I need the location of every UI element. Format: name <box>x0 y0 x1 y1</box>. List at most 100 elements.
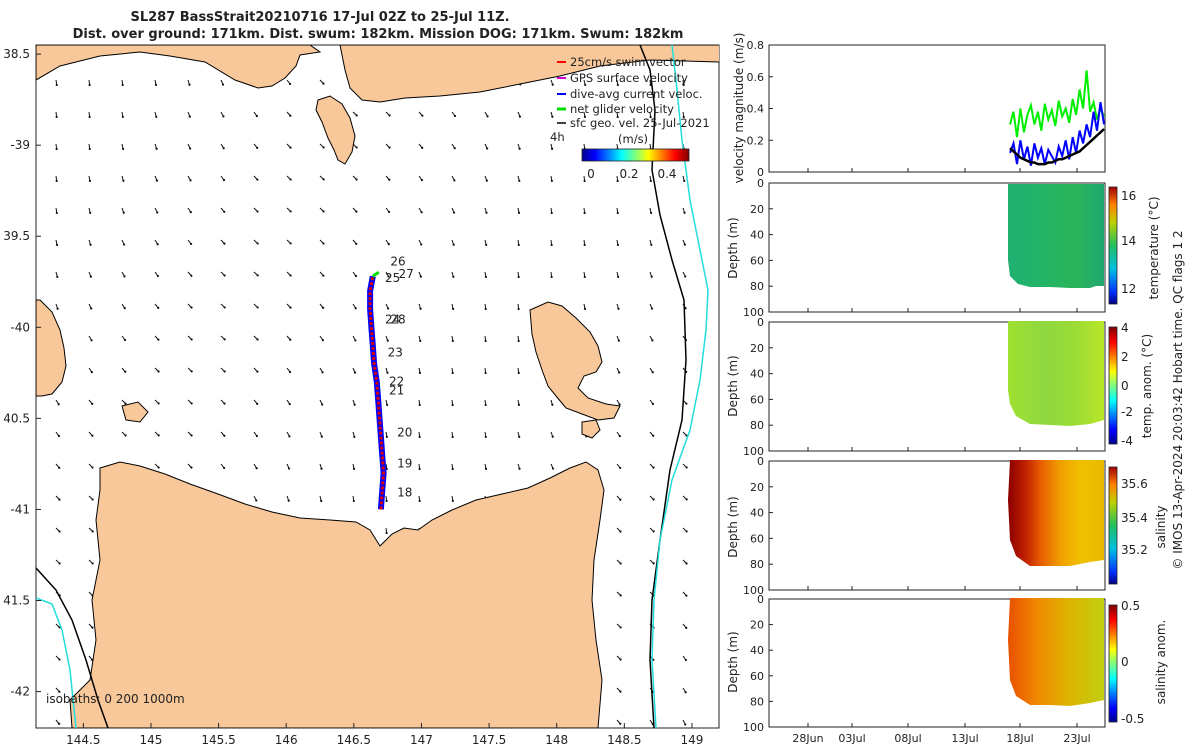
velocity-vector-head <box>288 403 291 406</box>
colorbar-4h-label: 4h <box>550 130 565 144</box>
velocity-vector-head <box>355 114 358 117</box>
velocity-vector-head <box>190 466 193 469</box>
legend-label-dive: dive-avg current veloc. <box>570 87 703 101</box>
velocity-vector-head <box>682 115 685 119</box>
velocity-vector-head <box>353 403 356 406</box>
map-x-tick-label: 148.5 <box>607 733 641 747</box>
velocity-vector-head <box>89 211 92 214</box>
velocity-vector-head <box>256 338 259 341</box>
velocity-vector-head <box>353 435 356 438</box>
land-wilsons-promontory <box>315 95 356 165</box>
velocity-vector-head <box>155 179 159 182</box>
velocity-vector-head <box>550 275 553 279</box>
isobath-200m-sw <box>36 597 77 728</box>
track-day-label: 24 <box>385 313 400 327</box>
tanom-cbar-tick-1: 2 <box>1121 350 1129 364</box>
salinity-cbar-label: salinity <box>1154 505 1168 548</box>
velocity-vector-head <box>420 211 423 214</box>
velocity-vector-head <box>517 211 521 214</box>
velocity-vector-head <box>650 243 653 246</box>
velocity-vector-head <box>58 658 61 661</box>
velocity-vector-head <box>353 371 357 374</box>
velocity-vector-head <box>387 307 390 310</box>
velocity-vector-head <box>484 307 487 311</box>
velocity-vector-head <box>583 243 586 247</box>
speed-colorbar-tick-2: 0.4 <box>657 167 676 181</box>
velocity-vector-head <box>618 435 621 438</box>
map-x-tick-label: 144.5 <box>66 733 100 747</box>
velocity-vector-head <box>322 146 325 149</box>
map-y-tick-label: 40.5 <box>3 411 30 425</box>
velocity-vector-head <box>91 466 94 469</box>
legend-label-geo: sfc geo. vel. 25-Jul-2021 <box>570 116 710 130</box>
velocity-series-line <box>1009 102 1105 166</box>
depth-tick-label: 40 <box>750 507 764 520</box>
velocity-vector-head <box>255 499 258 502</box>
velocity-vector-head <box>189 211 192 214</box>
land-small-islet <box>121 401 149 423</box>
velocity-vector-head <box>157 466 160 469</box>
velocity-vector-head <box>386 403 389 406</box>
velocity-vector-head <box>90 370 93 374</box>
time-tick-label: 18Jul <box>1006 732 1033 745</box>
temperature-cbar-tick-1: 14 <box>1121 234 1136 248</box>
temperature-cbar-label: temperature (°C) <box>1147 197 1161 300</box>
velocity-vector-head <box>551 83 554 86</box>
velocity-vector-head <box>551 147 554 150</box>
velocity-vector-head <box>517 307 520 311</box>
velocity-vector-head <box>289 114 292 117</box>
map-y-tick-label: -40 <box>10 320 30 334</box>
velocity-vector-head <box>90 339 93 342</box>
track-day-label: 26 <box>390 254 405 268</box>
legend-label-swim: 25cm/s swim vector <box>570 55 686 69</box>
velocity-vector-head <box>685 594 688 597</box>
time-tick-label: 08Jul <box>894 732 921 745</box>
velocity-vector-head <box>221 83 225 86</box>
velocity-vector-head <box>256 178 259 181</box>
depth-tick-label: 0 <box>757 593 764 606</box>
velocity-vector-head <box>421 114 424 117</box>
velocity-vector-head <box>354 307 357 310</box>
velocity-series-line <box>1009 128 1105 166</box>
velocity-vector-head <box>190 338 193 341</box>
velocity-vector-head <box>223 402 226 405</box>
depth-tick-label: 60 <box>750 254 764 267</box>
velocity-vector-head <box>55 115 58 119</box>
velocity-vector-head <box>652 434 655 437</box>
velocity-vector-head <box>617 307 620 310</box>
velocity-vector-head <box>584 83 587 86</box>
velocity-vector-head <box>388 114 391 117</box>
velocity-vector-head <box>486 147 489 150</box>
velocity-vector-head <box>355 146 358 149</box>
velocity-vector-head <box>619 530 622 533</box>
velocity-vector-head <box>617 339 620 342</box>
velocity-vector-head <box>123 275 126 278</box>
velocity-vector-head <box>451 371 454 375</box>
velocity-vector-head <box>616 179 619 183</box>
velocity-vector-head <box>124 434 127 437</box>
velocity-vector-head <box>322 82 325 85</box>
velocity-vector-head <box>453 114 457 118</box>
salinity-y-axis: 0 20 40 60 80 100 <box>743 455 773 597</box>
track-day-label: 28 <box>390 313 405 327</box>
depth-tick-label: 60 <box>750 670 764 683</box>
land-cape-barren-island <box>581 419 601 439</box>
temperature-panel: 0 20 40 60 80 100 Depth (m) 16 14 12 temperat… <box>726 177 1161 319</box>
velocity-vector-head <box>388 146 391 149</box>
map-x-tick-label: 146.5 <box>337 733 371 747</box>
velocity-vector-head <box>55 147 58 151</box>
track-day-label: 21 <box>389 384 404 398</box>
glider-track <box>367 271 387 510</box>
velocity-vector-head <box>682 83 685 87</box>
depth-tick-label: 100 <box>743 584 764 597</box>
velocity-vector-head <box>652 466 655 469</box>
temperature-field <box>1008 184 1104 288</box>
velocity-vector-head <box>651 402 655 406</box>
velocity-vector-head <box>451 435 454 439</box>
velocity-vector-head <box>684 307 687 310</box>
sanom-cbar-tick-1: 0 <box>1121 655 1129 669</box>
velocity-vector-head <box>223 306 226 309</box>
velocity-y-tick-label: 0.4 <box>747 103 765 116</box>
velocity-vector-head <box>617 275 620 278</box>
